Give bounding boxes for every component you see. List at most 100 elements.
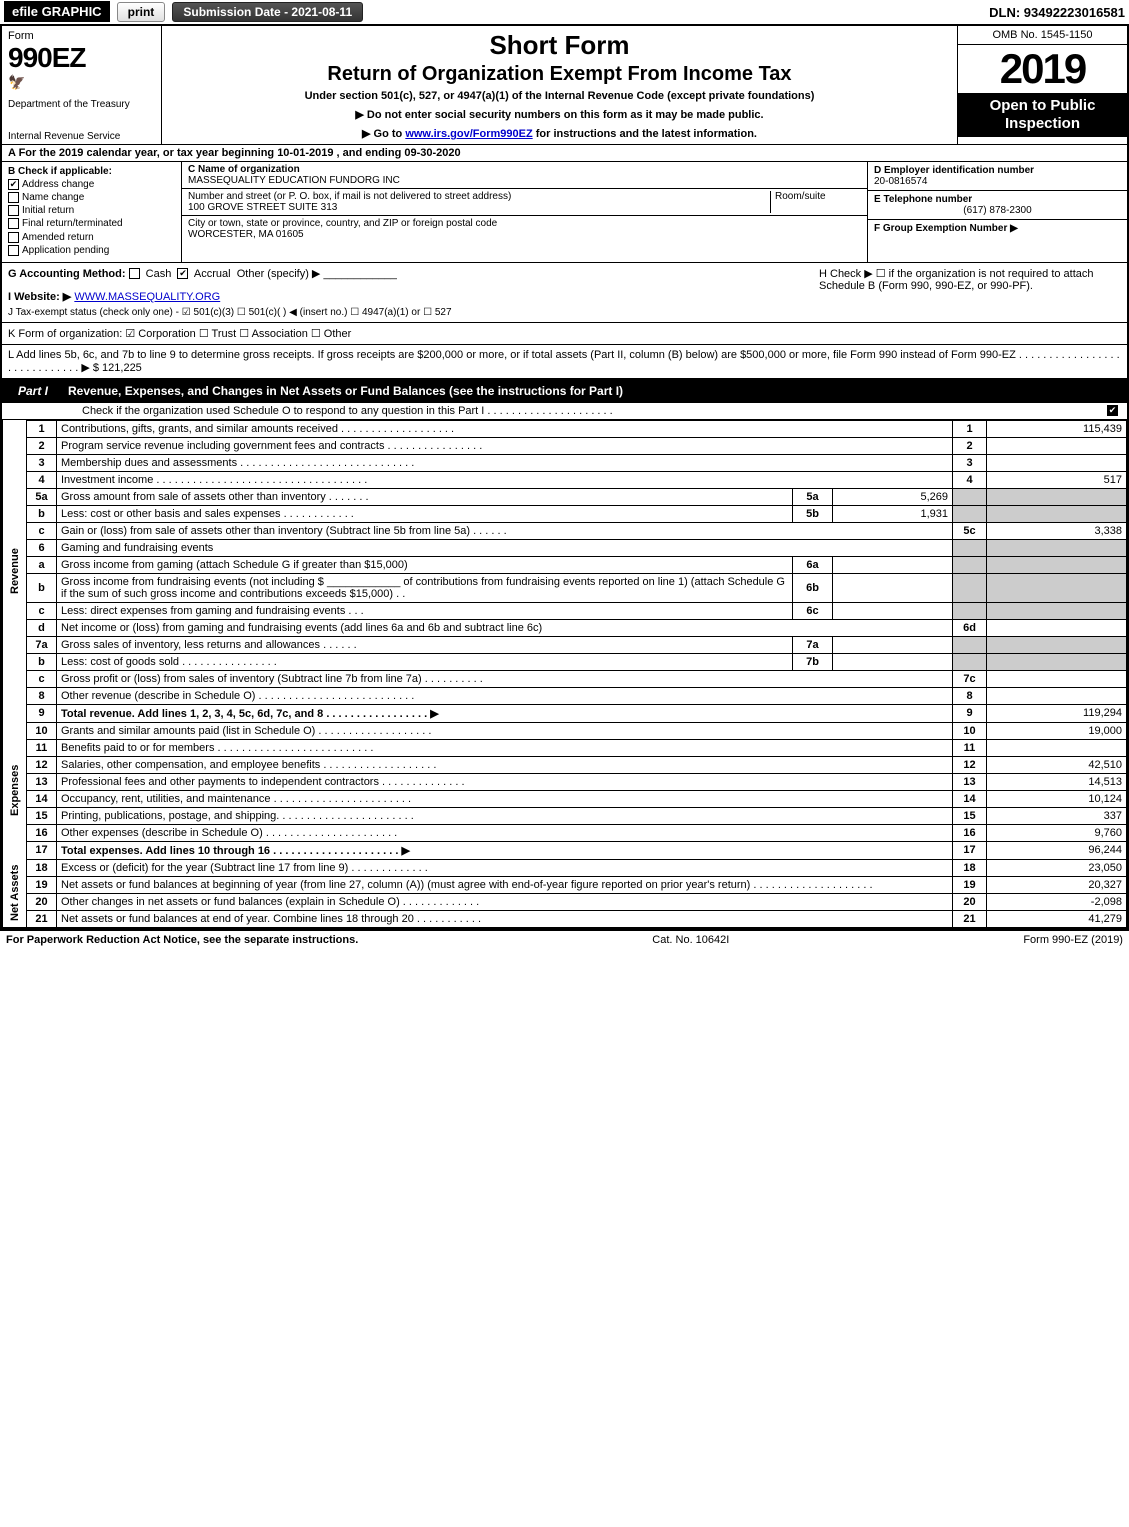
chk-amended-return[interactable]: Amended return: [8, 232, 175, 243]
side-expenses: Expenses: [3, 722, 27, 859]
g-accounting: G Accounting Method: Cash ✔ Accrual Othe…: [8, 267, 811, 280]
room-label: Room/suite: [771, 191, 861, 213]
table-row: Revenue 1 Contributions, gifts, grants, …: [3, 420, 1127, 437]
side-revenue: Revenue: [3, 420, 27, 722]
table-row: 7a Gross sales of inventory, less return…: [3, 636, 1127, 653]
chk-final-return[interactable]: Final return/terminated: [8, 218, 175, 229]
footer-mid: Cat. No. 10642I: [652, 934, 729, 946]
table-row: 4 Investment income . . . . . . . . . . …: [3, 471, 1127, 488]
table-row: 2 Program service revenue including gove…: [3, 437, 1127, 454]
mid-left: G Accounting Method: Cash ✔ Accrual Othe…: [8, 267, 811, 318]
table-row: 8 Other revenue (describe in Schedule O)…: [3, 687, 1127, 704]
chk-application-pending[interactable]: Application pending: [8, 245, 175, 256]
short-form-title: Short Form: [170, 30, 949, 61]
b-label: B Check if applicable:: [8, 166, 175, 177]
table-row: 21 Net assets or fund balances at end of…: [3, 910, 1127, 927]
goto-line: ▶ Go to www.irs.gov/Form990EZ for instru…: [170, 127, 949, 140]
open-public: Open to Public Inspection: [958, 93, 1127, 137]
d-label: D Employer identification number: [874, 165, 1121, 176]
city-row: City or town, state or province, country…: [182, 216, 867, 242]
footer: For Paperwork Reduction Act Notice, see …: [0, 930, 1129, 949]
org-name: MASSEQUALITY EDUCATION FUNDORG INC: [188, 175, 400, 186]
form-number: 990EZ: [8, 42, 155, 74]
part1-label: Part I: [8, 382, 58, 400]
col-b-org: C Name of organization MASSEQUALITY EDUC…: [182, 162, 867, 262]
top-bar-left: efile GRAPHIC print Submission Date - 20…: [4, 2, 363, 22]
d-ein: D Employer identification number 20-0816…: [868, 162, 1127, 191]
print-button[interactable]: print: [117, 2, 166, 22]
table-row: Expenses 10 Grants and similar amounts p…: [3, 722, 1127, 739]
d-value: 20-0816574: [874, 176, 1121, 187]
form-header: Form 990EZ 🦅 Department of the Treasury …: [2, 26, 1127, 145]
table-row: Net Assets 18 Excess or (deficit) for th…: [3, 859, 1127, 876]
under-section: Under section 501(c), 527, or 4947(a)(1)…: [170, 90, 949, 102]
lines-table: Revenue 1 Contributions, gifts, grants, …: [2, 420, 1127, 928]
header-right: OMB No. 1545-1150 2019 Open to Public In…: [957, 26, 1127, 144]
table-row: 5a Gross amount from sale of assets othe…: [3, 488, 1127, 505]
goto-link[interactable]: www.irs.gov/Form990EZ: [405, 128, 532, 140]
form-container: Form 990EZ 🦅 Department of the Treasury …: [0, 24, 1129, 930]
efile-label: efile GRAPHIC: [4, 1, 110, 22]
table-row: 6 Gaming and fundraising events: [3, 539, 1127, 556]
c-label: C Name of organization: [188, 164, 300, 175]
top-bar: efile GRAPHIC print Submission Date - 20…: [0, 0, 1129, 24]
eagle-icon: 🦅: [8, 74, 155, 91]
part1-title: Revenue, Expenses, and Changes in Net As…: [68, 384, 623, 398]
header-middle: Short Form Return of Organization Exempt…: [162, 26, 957, 144]
table-row: 9 Total revenue. Add lines 1, 2, 3, 4, 5…: [3, 704, 1127, 722]
return-title: Return of Organization Exempt From Incom…: [170, 63, 949, 86]
table-row: b Less: cost of goods sold . . . . . . .…: [3, 653, 1127, 670]
footer-right: Form 990-EZ (2019): [1023, 934, 1123, 946]
table-row: a Gross income from gaming (attach Sched…: [3, 556, 1127, 573]
website-link[interactable]: WWW.MASSEQUALITY.ORG: [74, 291, 220, 303]
part1-header: Part I Revenue, Expenses, and Changes in…: [2, 379, 1127, 403]
chk-address-change[interactable]: ✔Address change: [8, 179, 175, 190]
table-row: b Less: cost or other basis and sales ex…: [3, 505, 1127, 522]
table-row: c Less: direct expenses from gaming and …: [3, 602, 1127, 619]
table-row: c Gain or (loss) from sale of assets oth…: [3, 522, 1127, 539]
table-row: 13 Professional fees and other payments …: [3, 773, 1127, 790]
section-b: B Check if applicable: ✔Address change N…: [2, 162, 1127, 263]
footer-left: For Paperwork Reduction Act Notice, see …: [6, 934, 358, 946]
part1-check[interactable]: ✔: [1107, 405, 1118, 416]
f-label: F Group Exemption Number ▶: [874, 223, 1018, 234]
city-label: City or town, state or province, country…: [188, 218, 861, 229]
h-check: H Check ▶ ☐ if the organization is not r…: [811, 267, 1121, 318]
table-row: 19 Net assets or fund balances at beginn…: [3, 876, 1127, 893]
mid-g-h: G Accounting Method: Cash ✔ Accrual Othe…: [2, 263, 1127, 323]
submission-date-button[interactable]: Submission Date - 2021-08-11: [172, 2, 363, 22]
dln-label: DLN: 93492223016581: [989, 5, 1125, 20]
k-row: K Form of organization: ☑ Corporation ☐ …: [2, 323, 1127, 345]
table-row: 3 Membership dues and assessments . . . …: [3, 454, 1127, 471]
table-row: 12 Salaries, other compensation, and emp…: [3, 756, 1127, 773]
chk-initial-return[interactable]: Initial return: [8, 205, 175, 216]
table-row: 11 Benefits paid to or for members . . .…: [3, 739, 1127, 756]
table-row: 16 Other expenses (describe in Schedule …: [3, 824, 1127, 841]
chk-name-change[interactable]: Name change: [8, 192, 175, 203]
i-website: I Website: ▶ WWW.MASSEQUALITY.ORG: [8, 290, 811, 303]
dept-label: Department of the Treasury: [8, 99, 155, 110]
e-value: (617) 878-2300: [874, 205, 1121, 216]
table-row: c Gross profit or (loss) from sales of i…: [3, 670, 1127, 687]
f-group: F Group Exemption Number ▶: [868, 220, 1127, 237]
c-name-row: C Name of organization MASSEQUALITY EDUC…: [182, 162, 867, 189]
goto-prefix: ▶ Go to: [362, 128, 405, 140]
e-phone: E Telephone number (617) 878-2300: [868, 191, 1127, 220]
part1-subtitle-row: Check if the organization used Schedule …: [2, 403, 1127, 420]
form-word: Form: [8, 30, 155, 42]
row-a-tax-year: A For the 2019 calendar year, or tax yea…: [2, 145, 1127, 162]
part1-subtitle: Check if the organization used Schedule …: [82, 405, 1107, 417]
header-left: Form 990EZ 🦅 Department of the Treasury …: [2, 26, 162, 144]
tax-year: 2019: [958, 45, 1127, 93]
table-row: d Net income or (loss) from gaming and f…: [3, 619, 1127, 636]
table-row: 15 Printing, publications, postage, and …: [3, 807, 1127, 824]
table-row: 17 Total expenses. Add lines 10 through …: [3, 841, 1127, 859]
table-row: b Gross income from fundraising events (…: [3, 573, 1127, 602]
omb-number: OMB No. 1545-1150: [958, 26, 1127, 45]
city-value: WORCESTER, MA 01605: [188, 229, 861, 240]
e-label: E Telephone number: [874, 194, 1121, 205]
addr-value: 100 GROVE STREET SUITE 313: [188, 202, 337, 213]
side-netassets: Net Assets: [3, 859, 27, 927]
table-row: 14 Occupancy, rent, utilities, and maint…: [3, 790, 1127, 807]
l-row: L Add lines 5b, 6c, and 7b to line 9 to …: [2, 345, 1127, 379]
